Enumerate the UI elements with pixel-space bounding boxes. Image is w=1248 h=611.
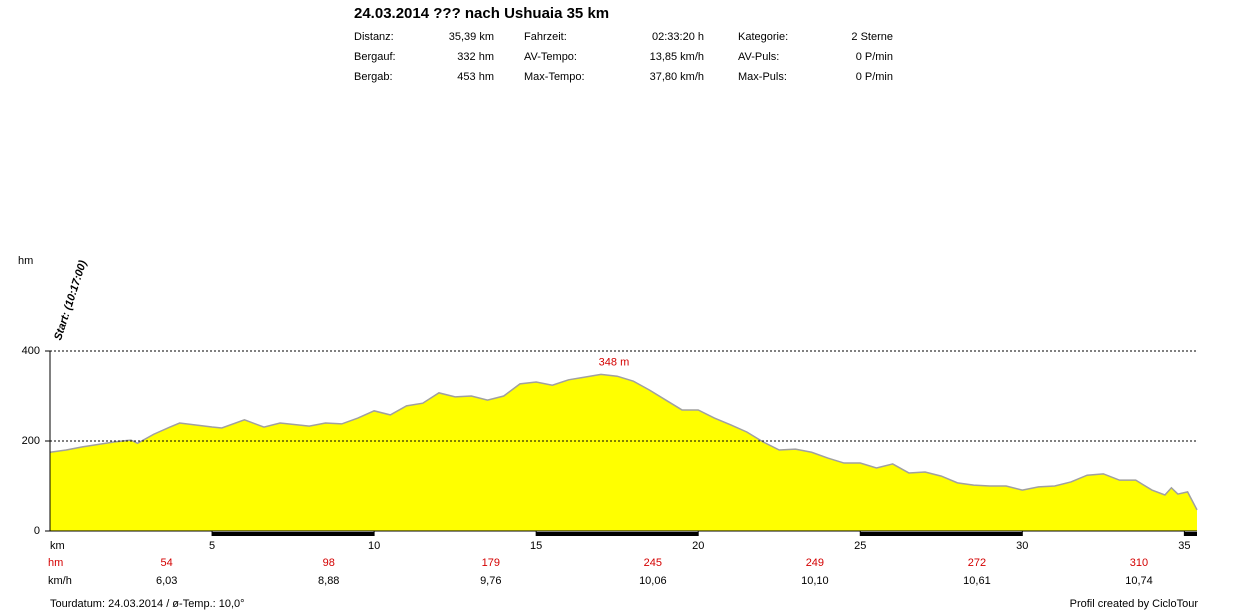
km-bar [860,532,1023,536]
row-value: 310 [1130,557,1148,569]
stat-label: Fahrzeit: [524,31,567,43]
stat-label: AV-Tempo: [524,51,577,63]
stat-value: 13,85 km/h [650,51,704,63]
footer-left: Tourdatum: 24.03.2014 / ø-Temp.: 10,0° [50,598,245,610]
elevation-area [50,374,1197,531]
stat-label: Max-Tempo: [524,71,585,83]
row-label: km/h [48,575,72,587]
stat-label: Max-Puls: [738,71,787,83]
row-value: 8,88 [318,575,339,587]
footer-right: Profil created by CicloTour [1070,598,1199,610]
x-tick-label: 20 [692,540,704,552]
x-tick-label: 5 [209,540,215,552]
row-value: 9,76 [480,575,501,587]
row-value: 179 [482,557,500,569]
stat-value: 0 P/min [856,71,893,83]
row-value: 10,61 [963,575,991,587]
max-annotation: 348 m [599,356,630,368]
stat-label: AV-Puls: [738,51,779,63]
row-value: 10,06 [639,575,667,587]
km-bar [1184,532,1197,536]
x-tick-label: 35 [1178,540,1190,552]
stat-label: Bergauf: [354,51,396,63]
row-value: 6,03 [156,575,177,587]
stat-value: 37,80 km/h [650,71,704,83]
km-bar [536,532,699,536]
chart-title: 24.03.2014 ??? nach Ushuaia 35 km [354,5,609,22]
y-tick-label: 0 [34,525,40,537]
x-tick-label: 15 [530,540,542,552]
row-value: 10,10 [801,575,829,587]
stat-value: 2 Sterne [851,31,893,43]
km-bar [212,532,375,536]
stat-value: 02:33:20 h [652,31,704,43]
y-tick-label: 400 [22,345,40,357]
elevation-line [49,373,1198,511]
x-tick-label: 25 [854,540,866,552]
row-value: 245 [644,557,662,569]
x-axis-label: km [50,540,65,552]
x-tick-label: 10 [368,540,380,552]
stat-label: Kategorie: [738,31,788,43]
x-tick-label: 30 [1016,540,1028,552]
stat-value: 0 P/min [856,51,893,63]
stat-value: 35,39 km [449,31,494,43]
row-value: 54 [161,557,173,569]
stat-label: Distanz: [354,31,394,43]
stat-value: 332 hm [457,51,494,63]
row-value: 272 [968,557,986,569]
row-value: 10,74 [1125,575,1153,587]
stat-value: 453 hm [457,71,494,83]
row-label: hm [48,557,63,569]
start-label: Start: (10:17:00) [52,259,89,342]
y-tick-label: 200 [22,435,40,447]
y-axis-label: hm [18,255,33,267]
row-value: 98 [323,557,335,569]
stat-label: Bergab: [354,71,393,83]
row-value: 249 [806,557,824,569]
